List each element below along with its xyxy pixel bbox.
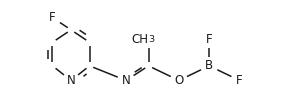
Text: N: N [122, 74, 131, 87]
Text: CH: CH [131, 33, 149, 46]
Text: 3: 3 [149, 35, 155, 44]
Text: F: F [236, 74, 243, 87]
Text: O: O [174, 74, 183, 87]
Text: F: F [49, 11, 56, 24]
Text: N: N [67, 74, 75, 87]
Text: F: F [206, 33, 213, 46]
Text: B: B [205, 59, 213, 72]
